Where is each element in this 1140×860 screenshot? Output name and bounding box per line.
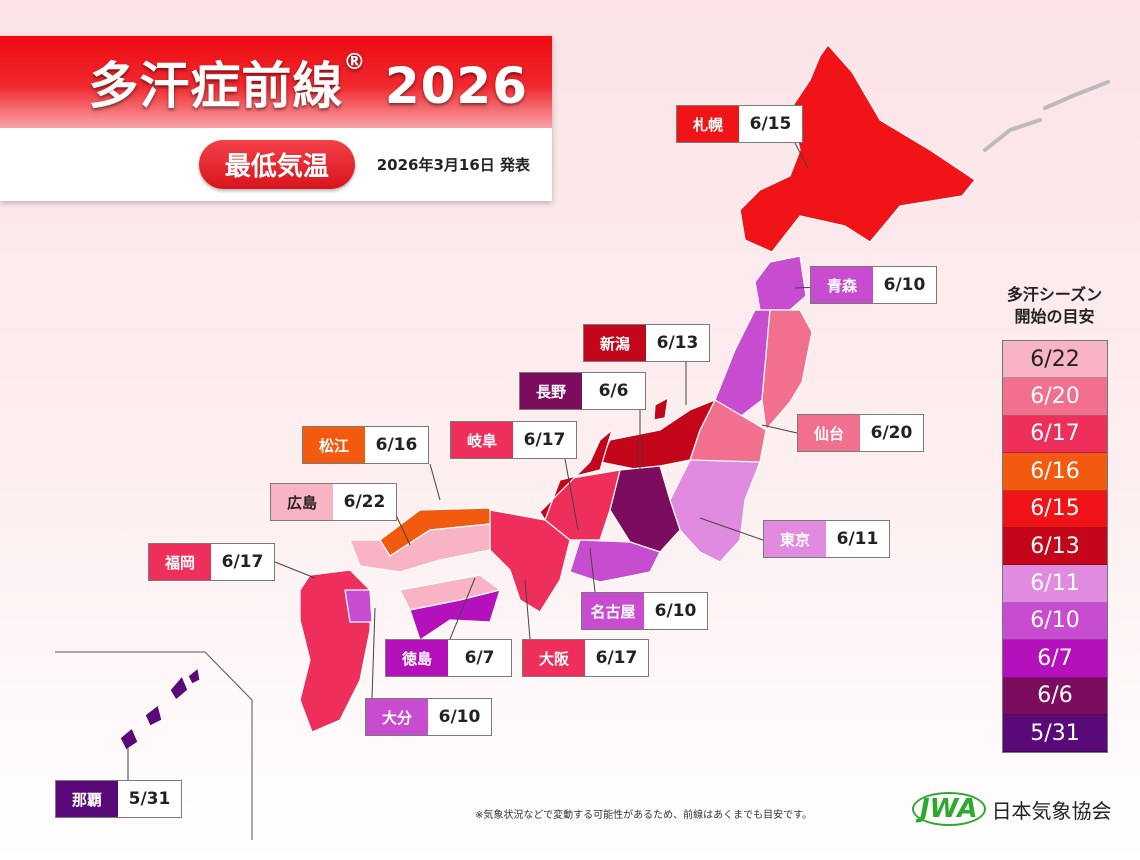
- city-label: 岐阜 6/17: [450, 421, 577, 459]
- city-label: 大分 6/10: [365, 698, 492, 736]
- city-date: 6/13: [656, 333, 699, 353]
- footnote: ※気象状況などで変動する可能性があるため、前線はあくまでも目安です。: [475, 810, 813, 821]
- category-badge: 最低気温: [198, 140, 355, 189]
- city-name: 新潟: [584, 325, 646, 361]
- city-date: 6/10: [883, 275, 926, 295]
- city-name: 徳島: [386, 640, 448, 676]
- region-akita-yamagata: [714, 309, 771, 421]
- city-date: 6/22: [343, 492, 386, 512]
- city-date: 6/11: [836, 529, 879, 549]
- legend-item: 6/6: [1003, 677, 1107, 715]
- region-nagano: [609, 465, 681, 553]
- city-name: 福岡: [149, 544, 211, 580]
- region-hokkaido: [739, 44, 976, 253]
- legend: 6/22 6/20 6/17 6/16 6/15 6/13 6/11 6/10 6/7 6/6 5/…: [1002, 340, 1108, 754]
- legend-item: 6/16: [1003, 453, 1107, 491]
- jwa-logo-mark: JWA: [912, 792, 986, 826]
- region-oita: [344, 589, 373, 623]
- page-title: 多汗症前線® 2026: [88, 46, 528, 118]
- city-name: 広島: [271, 484, 333, 520]
- city-name: 那覇: [56, 781, 118, 817]
- inset-divider: [55, 651, 253, 840]
- city-label: 東京 6/11: [763, 520, 890, 558]
- legend-item: 6/15: [1003, 490, 1107, 528]
- city-date: 6/10: [438, 707, 481, 727]
- region-kinki: [489, 509, 571, 613]
- city-date: 6/16: [375, 435, 418, 455]
- legend-title: 多汗シーズン 開始の目安: [982, 284, 1127, 328]
- title-band: 多汗症前線® 2026: [0, 36, 552, 128]
- legend-title-line2: 開始の目安: [1014, 307, 1095, 326]
- subtitle-row: 最低気温 2026年3月16日 発表: [0, 128, 552, 201]
- legend-title-line1: 多汗シーズン: [1006, 285, 1103, 304]
- region-iwate-miyagi: [761, 309, 813, 431]
- city-label: 広島 6/22: [270, 483, 397, 521]
- city-date: 6/17: [221, 552, 264, 572]
- region-okinawa-1: [119, 727, 139, 751]
- legend-item: 6/22: [1003, 341, 1107, 379]
- city-name: 名古屋: [582, 593, 644, 629]
- city-date: 6/20: [870, 423, 913, 443]
- city-date: 6/17: [523, 430, 566, 450]
- city-name: 大分: [366, 699, 428, 735]
- jwa-logo: JWA 日本気象協会: [912, 792, 1112, 826]
- legend-item: 6/13: [1003, 527, 1107, 566]
- city-name: 札幌: [677, 106, 739, 142]
- city-name: 大阪: [523, 640, 585, 676]
- city-label: 長野 6/6: [519, 372, 646, 410]
- city-name: 仙台: [798, 415, 860, 451]
- legend-item: 6/20: [1003, 378, 1107, 416]
- city-label: 新潟 6/13: [583, 324, 710, 362]
- region-sado: [653, 397, 669, 421]
- org-name: 日本気象協会: [991, 798, 1112, 823]
- title-main: 多汗症前線: [88, 57, 344, 115]
- city-label: 徳島 6/7: [385, 639, 512, 677]
- legend-item: 6/11: [1003, 565, 1107, 603]
- legend-item: 6/17: [1003, 415, 1107, 454]
- city-date: 6/7: [464, 648, 495, 668]
- city-name: 東京: [764, 521, 826, 557]
- city-date: 6/6: [598, 381, 629, 401]
- city-name: 青森: [811, 267, 873, 303]
- title-card: 多汗症前線® 2026 最低気温 2026年3月16日 発表: [0, 36, 552, 201]
- city-label: 那覇 5/31: [55, 780, 182, 818]
- title-year: 2026: [384, 57, 528, 115]
- city-label: 松江 6/16: [302, 426, 429, 464]
- city-date: 6/17: [595, 648, 638, 668]
- city-label: 大阪 6/17: [522, 639, 649, 677]
- city-name: 岐阜: [451, 422, 513, 458]
- region-okinawa-4: [187, 667, 201, 685]
- city-name: 長野: [520, 373, 582, 409]
- kuril-islands: [983, 80, 1110, 152]
- city-name: 松江: [303, 427, 365, 463]
- region-aomori: [754, 255, 807, 311]
- city-date: 6/10: [654, 601, 697, 621]
- city-date: 5/31: [128, 789, 171, 809]
- city-label: 札幌 6/15: [676, 105, 803, 143]
- region-kanto: [669, 459, 761, 563]
- city-label: 福岡 6/17: [148, 543, 275, 581]
- legend-item: 6/10: [1003, 602, 1107, 641]
- region-hiroshima: [349, 523, 491, 573]
- region-okinawa-2: [144, 704, 163, 727]
- city-label: 仙台 6/20: [797, 414, 924, 452]
- legend-item: 5/31: [1003, 714, 1107, 753]
- registered-mark: ®: [343, 50, 367, 75]
- published-date: 2026年3月16日 発表: [376, 156, 530, 174]
- region-okinawa-3: [169, 675, 189, 701]
- city-date: 6/15: [749, 114, 792, 134]
- legend-item: 6/7: [1003, 640, 1107, 678]
- city-label: 名古屋 6/10: [581, 592, 708, 630]
- region-hokuriku: [539, 429, 613, 521]
- city-label: 青森 6/10: [810, 266, 937, 304]
